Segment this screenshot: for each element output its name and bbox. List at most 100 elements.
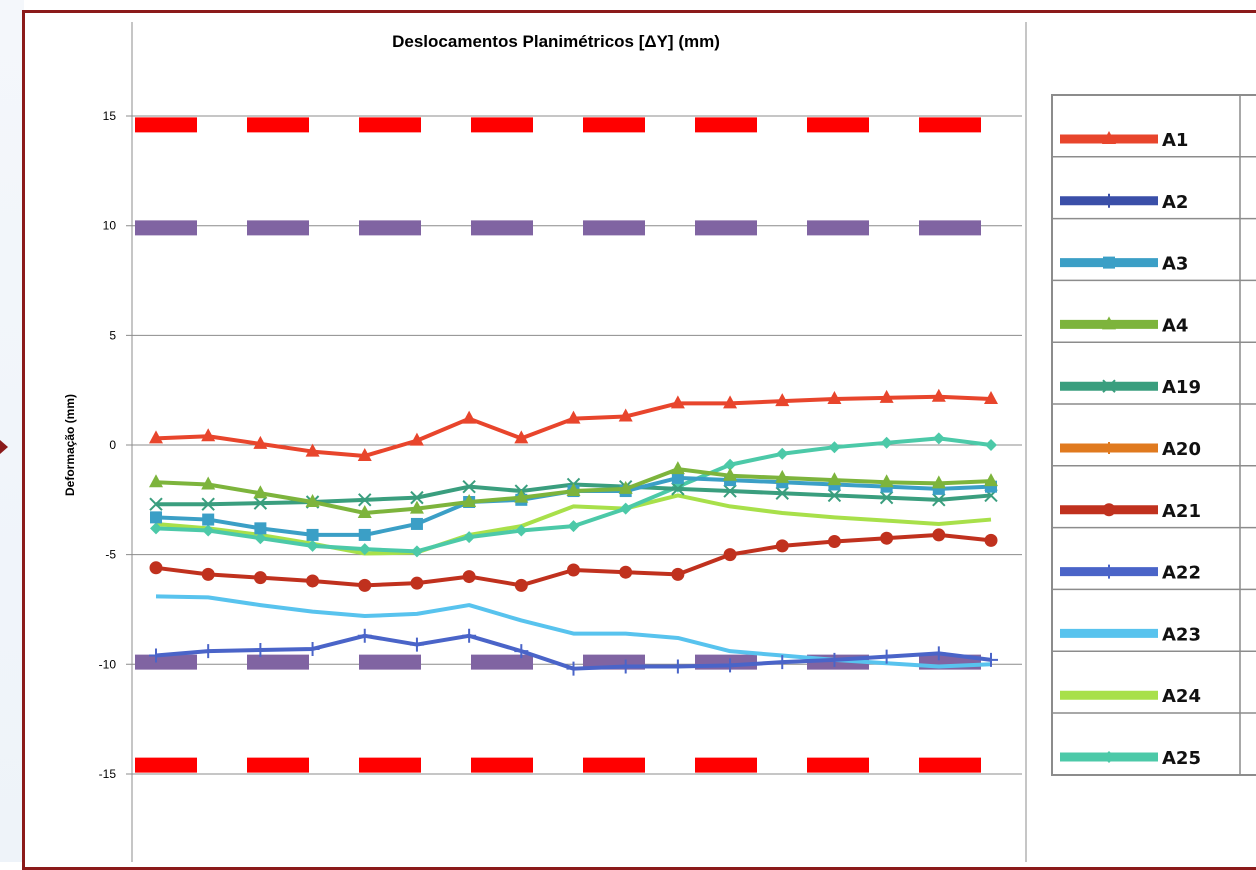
data-point	[932, 493, 946, 507]
y-tick-label: 0	[109, 438, 116, 452]
data-point	[566, 410, 581, 424]
data-point	[358, 578, 372, 592]
legend-item-a23: A23	[1060, 624, 1201, 645]
data-point	[775, 469, 790, 483]
data-point	[827, 652, 842, 667]
y-tick-label: 10	[103, 219, 117, 233]
data-point	[775, 655, 790, 670]
data-point	[305, 494, 320, 508]
data-point	[149, 561, 163, 575]
y-tick-label: 15	[103, 109, 117, 123]
data-point	[202, 513, 215, 526]
data-point	[410, 517, 423, 530]
legend-label: A23	[1162, 624, 1201, 645]
data-point	[828, 441, 841, 454]
data-point	[254, 532, 267, 545]
data-point	[618, 659, 633, 674]
data-point	[358, 528, 371, 541]
series-line	[155, 394, 992, 458]
data-point	[618, 408, 633, 422]
data-point	[357, 628, 372, 643]
data-point	[879, 649, 894, 664]
data-point	[201, 567, 215, 581]
data-point	[149, 430, 163, 444]
data-point	[358, 493, 372, 507]
data-point	[150, 522, 162, 535]
data-point	[202, 524, 215, 537]
y-tick-label: -5	[105, 548, 116, 562]
data-point	[984, 390, 998, 404]
series-line	[155, 594, 992, 669]
data-point	[150, 511, 162, 524]
data-point	[619, 565, 633, 579]
data-point	[410, 490, 424, 505]
legend-item-a20: A20	[1060, 439, 1201, 460]
data-point	[932, 528, 946, 542]
data-point	[775, 486, 789, 500]
data-point	[463, 531, 476, 544]
data-point	[409, 432, 424, 446]
data-point	[931, 388, 946, 402]
data-point	[1102, 564, 1116, 579]
data-point	[880, 436, 893, 449]
y-tick-label: -15	[99, 767, 117, 781]
legend-item-a2: A2	[1060, 192, 1188, 213]
data-point	[357, 504, 372, 518]
series-line	[155, 493, 992, 556]
data-point	[775, 393, 790, 407]
data-point	[149, 474, 163, 488]
data-point	[357, 447, 372, 461]
legend-item-a25: A25	[1060, 748, 1201, 769]
data-point	[410, 545, 423, 558]
data-point	[306, 574, 320, 588]
data-point	[306, 539, 319, 552]
legend-label: A20	[1162, 439, 1201, 460]
data-point	[723, 467, 738, 481]
data-point	[1103, 256, 1115, 269]
y-tick-label: 5	[109, 328, 116, 342]
data-point	[723, 658, 738, 673]
data-point	[619, 502, 632, 515]
data-point	[723, 548, 737, 562]
data-point	[723, 395, 738, 409]
data-point	[1103, 751, 1115, 763]
data-point	[253, 485, 268, 499]
legend-item-a1: A1	[1060, 130, 1188, 151]
series-a22	[149, 628, 998, 676]
data-point	[1103, 442, 1115, 454]
data-point	[201, 644, 216, 659]
data-point	[566, 661, 581, 676]
data-point	[1102, 503, 1116, 517]
data-point	[515, 524, 528, 537]
legend-box	[1051, 94, 1256, 776]
data-point	[514, 578, 528, 592]
data-point	[931, 475, 946, 489]
data-point	[723, 484, 737, 498]
data-point	[253, 643, 268, 658]
page-background-strip	[0, 0, 24, 862]
legend-label: A1	[1162, 130, 1188, 151]
data-point	[201, 476, 216, 490]
data-point	[670, 395, 685, 409]
data-point	[514, 430, 529, 444]
data-point	[409, 500, 424, 514]
data-point	[514, 489, 529, 503]
series-layer	[149, 388, 998, 676]
legend-item-a21: A21	[1060, 501, 1201, 522]
series-a24	[155, 493, 992, 556]
data-point	[879, 389, 894, 403]
legend-item-a22: A22	[1060, 563, 1201, 584]
data-point	[567, 520, 580, 533]
data-point	[1102, 379, 1116, 393]
data-point	[827, 534, 841, 548]
legend-item-a19: A19	[1060, 377, 1201, 398]
data-point	[670, 461, 685, 475]
data-point	[879, 474, 894, 488]
data-point	[984, 652, 998, 667]
data-point	[827, 472, 842, 486]
data-point	[880, 531, 894, 545]
data-point	[462, 494, 477, 508]
data-point	[827, 488, 842, 503]
series-a23	[155, 594, 992, 669]
